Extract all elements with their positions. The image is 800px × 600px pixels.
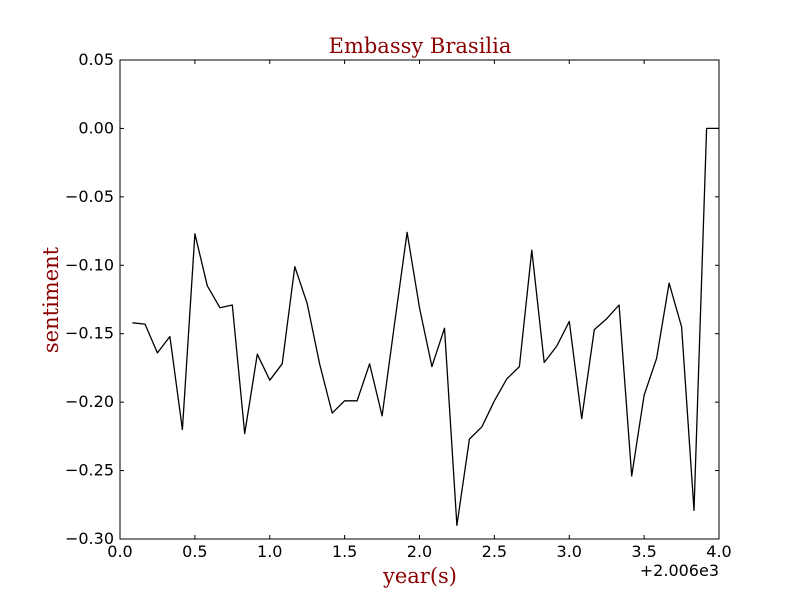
x-tick-label: 4.0 — [706, 542, 731, 561]
x-tick-label: 1.5 — [332, 542, 357, 561]
x-tick-label: 2.0 — [407, 542, 432, 561]
x-tick-label: 2.5 — [482, 542, 507, 561]
y-axis-label: sentiment — [39, 246, 63, 353]
x-tick-label: 1.0 — [257, 542, 282, 561]
x-offset-label: +2.006e3 — [640, 561, 719, 580]
x-tick-label: 3.0 — [557, 542, 582, 561]
x-tick-label: 0.0 — [107, 542, 132, 561]
y-tick-label: −0.10 — [65, 255, 114, 274]
plot-frame — [119, 59, 720, 540]
y-tick-label: −0.05 — [65, 187, 114, 206]
x-axis-tick-labels: 0.0 0.5 1.0 1.5 2.0 2.5 3.0 3.5 4.0 — [107, 542, 731, 561]
series-line — [132, 127, 719, 526]
y-tick-label: −0.30 — [65, 529, 114, 548]
y-tick-label: −0.20 — [65, 392, 114, 411]
plot-background — [120, 60, 719, 539]
y-tick-label: −0.15 — [65, 324, 114, 343]
y-tick-label: −0.25 — [65, 461, 114, 480]
chart-title: Embassy Brasilia — [329, 34, 512, 58]
y-tick-label: 0.00 — [78, 118, 114, 137]
y-axis-tick-labels: 0.05 0.00 −0.05 −0.10 −0.15 −0.20 −0.25 −0.30 — [65, 50, 114, 548]
y-tick-label: 0.05 — [78, 50, 114, 69]
x-axis-label: year(s) — [382, 564, 457, 588]
x-tick-label: 3.5 — [631, 542, 656, 561]
plot-area — [120, 60, 719, 539]
x-tick-label: 0.5 — [182, 542, 207, 561]
